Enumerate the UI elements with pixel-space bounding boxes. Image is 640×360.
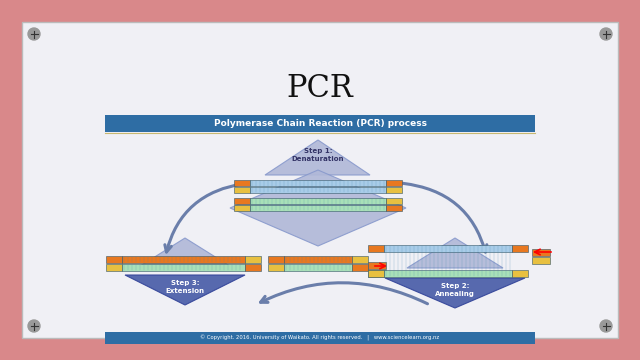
Circle shape <box>28 320 40 332</box>
FancyBboxPatch shape <box>352 264 368 271</box>
FancyBboxPatch shape <box>234 187 250 193</box>
FancyBboxPatch shape <box>284 264 352 271</box>
Text: © Copyright. 2016. University of Waikato. All rights reserved.   |   www.science: © Copyright. 2016. University of Waikato… <box>200 335 440 341</box>
FancyBboxPatch shape <box>122 264 245 271</box>
FancyBboxPatch shape <box>386 198 402 204</box>
FancyBboxPatch shape <box>368 262 386 269</box>
FancyBboxPatch shape <box>250 180 386 186</box>
Polygon shape <box>137 238 233 268</box>
FancyBboxPatch shape <box>268 256 284 263</box>
FancyBboxPatch shape <box>22 22 618 338</box>
FancyBboxPatch shape <box>122 256 245 263</box>
FancyBboxPatch shape <box>234 205 250 211</box>
FancyBboxPatch shape <box>250 198 386 204</box>
FancyBboxPatch shape <box>106 264 122 271</box>
FancyBboxPatch shape <box>284 256 352 263</box>
Text: PCR: PCR <box>287 72 353 104</box>
FancyBboxPatch shape <box>368 245 384 252</box>
Circle shape <box>600 320 612 332</box>
Polygon shape <box>407 238 503 268</box>
FancyBboxPatch shape <box>234 198 250 204</box>
Polygon shape <box>265 140 370 175</box>
FancyBboxPatch shape <box>106 256 122 263</box>
FancyBboxPatch shape <box>512 270 528 277</box>
FancyBboxPatch shape <box>368 270 386 277</box>
FancyBboxPatch shape <box>386 180 402 186</box>
FancyBboxPatch shape <box>245 264 261 271</box>
FancyBboxPatch shape <box>386 187 402 193</box>
FancyBboxPatch shape <box>386 205 402 211</box>
Text: Polymerase Chain Reaction (PCR) process: Polymerase Chain Reaction (PCR) process <box>214 119 426 128</box>
Text: Step 2:
Annealing: Step 2: Annealing <box>435 283 475 297</box>
FancyBboxPatch shape <box>250 187 386 193</box>
Text: Step 1:
Denaturation: Step 1: Denaturation <box>292 148 344 162</box>
FancyBboxPatch shape <box>105 332 535 344</box>
FancyBboxPatch shape <box>384 270 512 277</box>
FancyBboxPatch shape <box>384 245 512 252</box>
FancyBboxPatch shape <box>368 270 384 277</box>
FancyBboxPatch shape <box>268 264 284 271</box>
FancyBboxPatch shape <box>532 257 550 264</box>
Circle shape <box>28 28 40 40</box>
FancyBboxPatch shape <box>245 256 261 263</box>
FancyBboxPatch shape <box>234 180 250 186</box>
FancyBboxPatch shape <box>352 256 368 263</box>
Polygon shape <box>230 170 406 246</box>
Polygon shape <box>385 278 525 308</box>
FancyBboxPatch shape <box>512 245 528 252</box>
FancyBboxPatch shape <box>105 115 535 132</box>
Text: Step 3:
Extension: Step 3: Extension <box>166 280 205 294</box>
Polygon shape <box>125 275 245 305</box>
FancyBboxPatch shape <box>532 249 550 256</box>
Circle shape <box>600 28 612 40</box>
FancyBboxPatch shape <box>250 205 386 211</box>
